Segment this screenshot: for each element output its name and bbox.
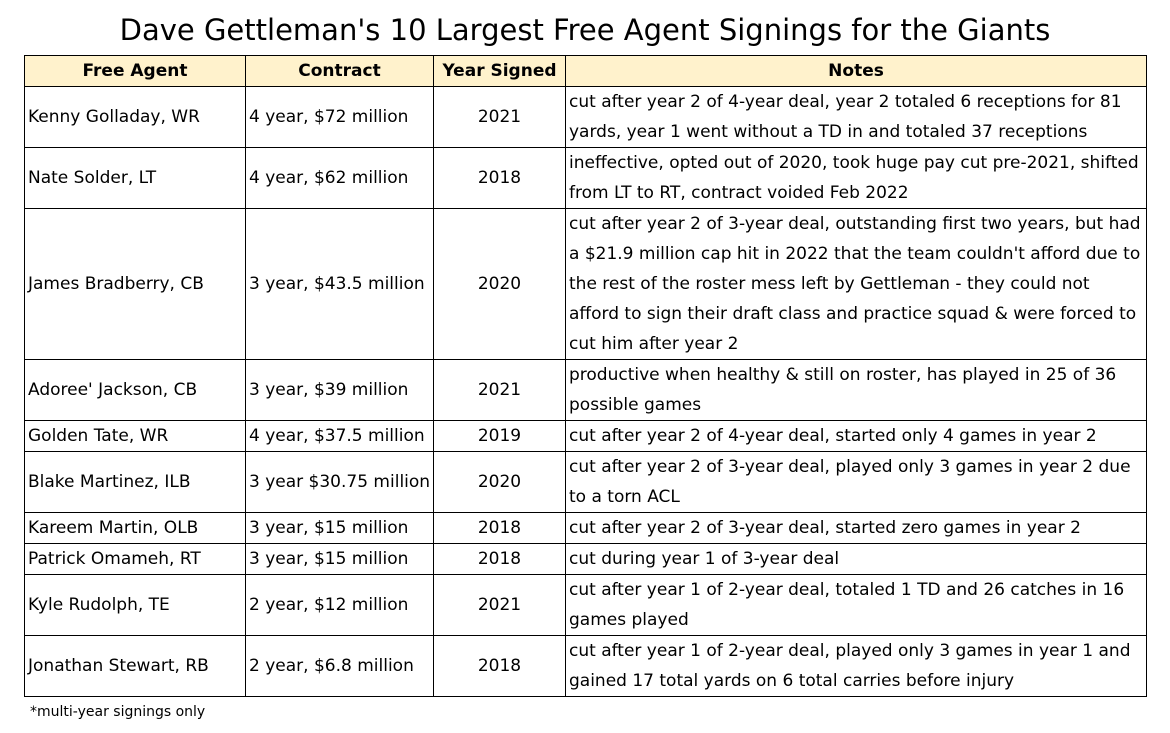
column-header-year-signed: Year Signed <box>433 55 566 87</box>
cell-free-agent: Golden Tate, WR <box>24 420 246 452</box>
table-header-row: Free Agent Contract Year Signed Notes <box>24 55 1147 87</box>
cell-notes: cut after year 2 of 4-year deal, started… <box>565 420 1147 452</box>
cell-contract: 3 year, $43.5 million <box>245 208 434 360</box>
table-row: Golden Tate, WR 4 year, $37.5 million 20… <box>24 420 1147 452</box>
table-row: Nate Solder, LT 4 year, $62 million 2018… <box>24 147 1147 209</box>
cell-contract: 4 year, $37.5 million <box>245 420 434 452</box>
cell-notes: cut after year 2 of 3-year deal, outstan… <box>565 208 1147 360</box>
cell-year-signed: 2018 <box>433 147 566 209</box>
table-row: Kareem Martin, OLB 3 year, $15 million 2… <box>24 512 1147 544</box>
cell-contract: 3 year, $15 million <box>245 512 434 544</box>
cell-notes: cut after year 1 of 2-year deal, totaled… <box>565 574 1147 636</box>
cell-year-signed: 2020 <box>433 451 566 513</box>
cell-notes: productive when healthy & still on roste… <box>565 359 1147 421</box>
cell-contract: 4 year, $62 million <box>245 147 434 209</box>
cell-contract: 4 year, $72 million <box>245 86 434 148</box>
cell-notes: cut after year 1 of 2-year deal, played … <box>565 635 1147 697</box>
cell-free-agent: Blake Martinez, ILB <box>24 451 246 513</box>
table-row: James Bradberry, CB 3 year, $43.5 millio… <box>24 208 1147 360</box>
cell-free-agent: Kenny Golladay, WR <box>24 86 246 148</box>
column-header-notes: Notes <box>565 55 1147 87</box>
table-row: Kyle Rudolph, TE 2 year, $12 million 202… <box>24 574 1147 636</box>
cell-notes: cut after year 2 of 3-year deal, started… <box>565 512 1147 544</box>
table-row: Blake Martinez, ILB 3 year $30.75 millio… <box>24 451 1147 513</box>
cell-contract: 2 year, $6.8 million <box>245 635 434 697</box>
table-row: Patrick Omameh, RT 3 year, $15 million 2… <box>24 543 1147 575</box>
cell-contract: 3 year, $39 million <box>245 359 434 421</box>
cell-year-signed: 2018 <box>433 512 566 544</box>
table-row: Jonathan Stewart, RB 2 year, $6.8 millio… <box>24 635 1147 697</box>
cell-contract: 3 year, $15 million <box>245 543 434 575</box>
cell-notes: cut after year 2 of 3-year deal, played … <box>565 451 1147 513</box>
cell-year-signed: 2021 <box>433 574 566 636</box>
cell-notes: cut during year 1 of 3-year deal <box>565 543 1147 575</box>
cell-notes: ineffective, opted out of 2020, took hug… <box>565 147 1147 209</box>
cell-free-agent: Patrick Omameh, RT <box>24 543 246 575</box>
cell-free-agent: Nate Solder, LT <box>24 147 246 209</box>
table-row: Kenny Golladay, WR 4 year, $72 million 2… <box>24 86 1147 148</box>
column-header-contract: Contract <box>245 55 434 87</box>
column-header-free-agent: Free Agent <box>24 55 246 87</box>
cell-year-signed: 2020 <box>433 208 566 360</box>
cell-notes: cut after year 2 of 4-year deal, year 2 … <box>565 86 1147 148</box>
cell-free-agent: James Bradberry, CB <box>24 208 246 360</box>
footnote: *multi-year signings only <box>30 704 206 720</box>
page-title: Dave Gettleman's 10 Largest Free Agent S… <box>119 13 1051 47</box>
table-row: Adoree' Jackson, CB 3 year, $39 million … <box>24 359 1147 421</box>
cell-free-agent: Adoree' Jackson, CB <box>24 359 246 421</box>
cell-year-signed: 2021 <box>433 359 566 421</box>
cell-year-signed: 2018 <box>433 543 566 575</box>
cell-free-agent: Kareem Martin, OLB <box>24 512 246 544</box>
cell-contract: 2 year, $12 million <box>245 574 434 636</box>
free-agent-table: Free Agent Contract Year Signed Notes Ke… <box>24 55 1147 697</box>
cell-year-signed: 2018 <box>433 635 566 697</box>
cell-free-agent: Jonathan Stewart, RB <box>24 635 246 697</box>
cell-year-signed: 2021 <box>433 86 566 148</box>
cell-free-agent: Kyle Rudolph, TE <box>24 574 246 636</box>
cell-contract: 3 year $30.75 million <box>245 451 434 513</box>
cell-year-signed: 2019 <box>433 420 566 452</box>
